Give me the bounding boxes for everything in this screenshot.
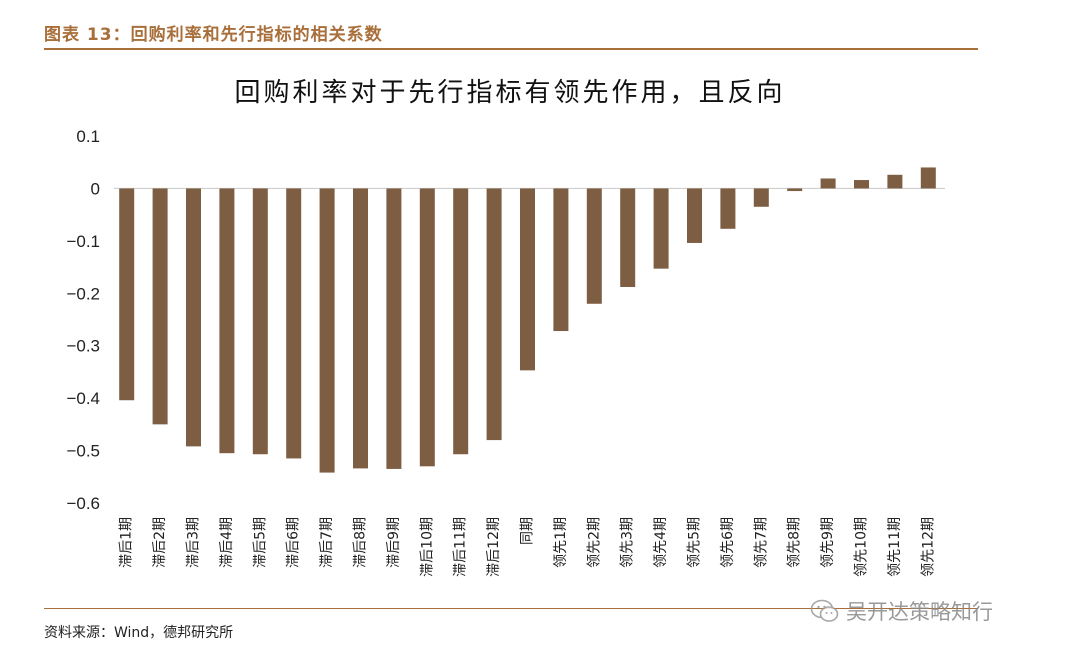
x-tick-label: 领先4期	[653, 517, 669, 568]
x-tick-label: 领先11期	[887, 517, 903, 577]
x-tick-label: 滞后2期	[152, 517, 168, 568]
x-tick-label: 领先12期	[920, 517, 936, 577]
x-tick-label: 滞后10期	[419, 517, 435, 577]
bar	[152, 188, 168, 425]
bar	[787, 188, 803, 192]
y-tick-label: 0.1	[76, 127, 100, 146]
x-tick-label: 领先6期	[720, 517, 736, 568]
watermark: 吴开达策略知行	[810, 596, 993, 626]
bar	[753, 188, 769, 207]
x-tick-label: 领先3期	[620, 517, 636, 568]
y-tick-label: 0	[91, 179, 100, 198]
x-tick-label: 领先1期	[553, 517, 569, 568]
wechat-icon	[810, 599, 839, 622]
x-tick-label: 滞后8期	[353, 517, 369, 568]
x-tick-label: 滞后3期	[186, 517, 202, 568]
bar	[687, 188, 702, 243]
x-tick-label: 领先5期	[687, 517, 703, 568]
y-tick-label: −0.5	[66, 442, 100, 461]
figure-label: 图表 13：回购利率和先行指标的相关系数	[44, 25, 383, 45]
top-divider	[44, 48, 978, 50]
y-tick-label: −0.6	[66, 494, 100, 513]
bar	[186, 188, 201, 447]
bar	[720, 188, 736, 229]
chart-title: 回购利率对于先行指标有领先作用，且反向	[234, 78, 786, 108]
bar	[586, 188, 602, 304]
bars	[119, 167, 936, 473]
bar	[386, 188, 402, 469]
bar	[520, 188, 535, 371]
x-tick-label: 同期	[520, 517, 536, 545]
bar	[219, 188, 235, 454]
bar	[453, 188, 469, 455]
x-axis-labels: 滞后1期 滞后2期 滞后3期 滞后4期 滞后5期 滞后6期 滞后7期 滞后8期 滞后9期 滞后10…	[119, 517, 937, 577]
x-tick-label: 滞后7期	[319, 517, 335, 568]
x-tick-label: 滞后11期	[453, 517, 469, 577]
bar	[820, 178, 836, 189]
bottom-divider	[44, 608, 978, 609]
bar	[620, 188, 636, 287]
x-tick-label: 滞后4期	[219, 517, 235, 568]
x-tick-label: 滞后5期	[252, 517, 268, 568]
x-tick-label: 领先9期	[820, 517, 836, 568]
y-tick-label: −0.4	[66, 389, 100, 408]
x-tick-label: 滞后12期	[486, 517, 502, 577]
y-tick-label: −0.2	[66, 284, 100, 303]
bar	[887, 174, 903, 189]
x-tick-label: 领先7期	[753, 517, 769, 568]
bar	[553, 188, 569, 332]
x-tick-label: 滞后9期	[386, 517, 402, 568]
bar	[252, 188, 268, 455]
bar	[920, 167, 936, 189]
watermark-text: 吴开达策略知行	[846, 600, 993, 624]
y-tick-label: −0.1	[66, 232, 100, 251]
bar	[653, 188, 669, 269]
bar	[286, 188, 302, 459]
bar	[319, 188, 335, 473]
bar	[119, 188, 135, 401]
x-tick-label: 领先10期	[854, 517, 870, 577]
x-tick-label: 领先2期	[586, 517, 602, 568]
x-tick-label: 滞后1期	[119, 517, 135, 568]
bar	[486, 188, 502, 441]
y-axis: 0.1 0 −0.1 −0.2 −0.3 −0.4 −0.5 −0.6	[66, 127, 100, 513]
bar	[419, 188, 435, 467]
source-note: 资料来源：Wind，德邦研究所	[44, 625, 234, 641]
x-tick-label: 滞后6期	[286, 517, 302, 568]
bar	[353, 188, 368, 469]
bar	[854, 180, 869, 189]
y-tick-label: −0.3	[66, 337, 100, 356]
x-tick-label: 领先8期	[787, 517, 803, 568]
